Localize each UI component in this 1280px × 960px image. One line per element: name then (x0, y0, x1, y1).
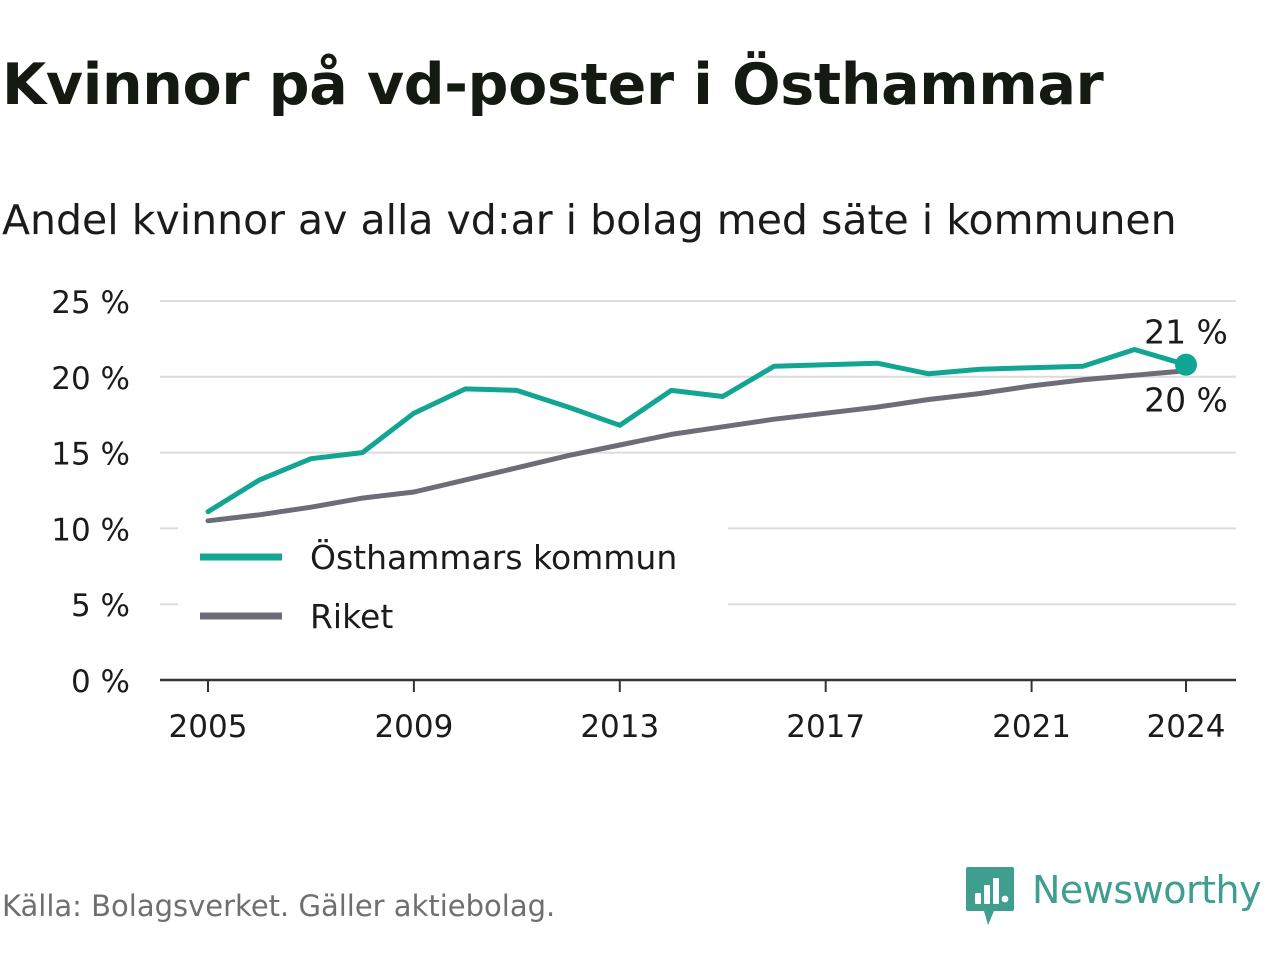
axes: 0 % 5 % 10 % 15 % 20 % 25 % 2005 2009 2013 2017 20… (51, 285, 1236, 745)
chart-subtitle: Andel kvinnor av alla vd:ar i bolag med … (2, 196, 1177, 244)
y-tick-label: 20 % (51, 361, 130, 397)
end-labels: 21 % 20 % (1144, 313, 1228, 420)
end-value-label: 21 % (1144, 313, 1228, 352)
legend-background (178, 524, 728, 646)
x-tick-label: 2005 (169, 709, 248, 745)
source-note: Källa: Bolagsverket. Gäller aktiebolag. (2, 889, 556, 923)
y-tick-label: 15 % (51, 437, 130, 473)
y-tick-label: 0 % (71, 664, 130, 700)
legend-label: Östhammars kommun (310, 537, 677, 577)
series-line-riket (205, 368, 1189, 524)
newsworthy-logo-icon (966, 867, 1014, 925)
x-tick-label: 2021 (992, 709, 1071, 745)
x-tick-label: 2017 (786, 709, 865, 745)
brand-name: Newsworthy (1032, 868, 1262, 912)
line-chart: 0 % 5 % 10 % 15 % 20 % 25 % 2005 2009 2013 2017 20… (51, 285, 1236, 745)
brand: Newsworthy (964, 864, 1262, 928)
end-point-marker (1175, 353, 1197, 376)
x-tick-label: 2013 (580, 709, 659, 745)
y-tick-label: 10 % (51, 512, 130, 548)
series-line-osthammar (205, 347, 1189, 515)
legend-label: Riket (310, 597, 393, 636)
chart-title: Kvinnor på vd-poster i Östhammar (2, 52, 1104, 118)
series-lines (205, 347, 1197, 524)
legend: Östhammars kommun Riket (178, 524, 728, 646)
x-tick-label: 2024 (1147, 709, 1226, 745)
y-tick-label: 25 % (51, 285, 130, 321)
end-value-label: 20 % (1144, 381, 1228, 420)
y-tick-label: 5 % (71, 588, 130, 624)
x-tick-label: 2009 (374, 709, 453, 745)
